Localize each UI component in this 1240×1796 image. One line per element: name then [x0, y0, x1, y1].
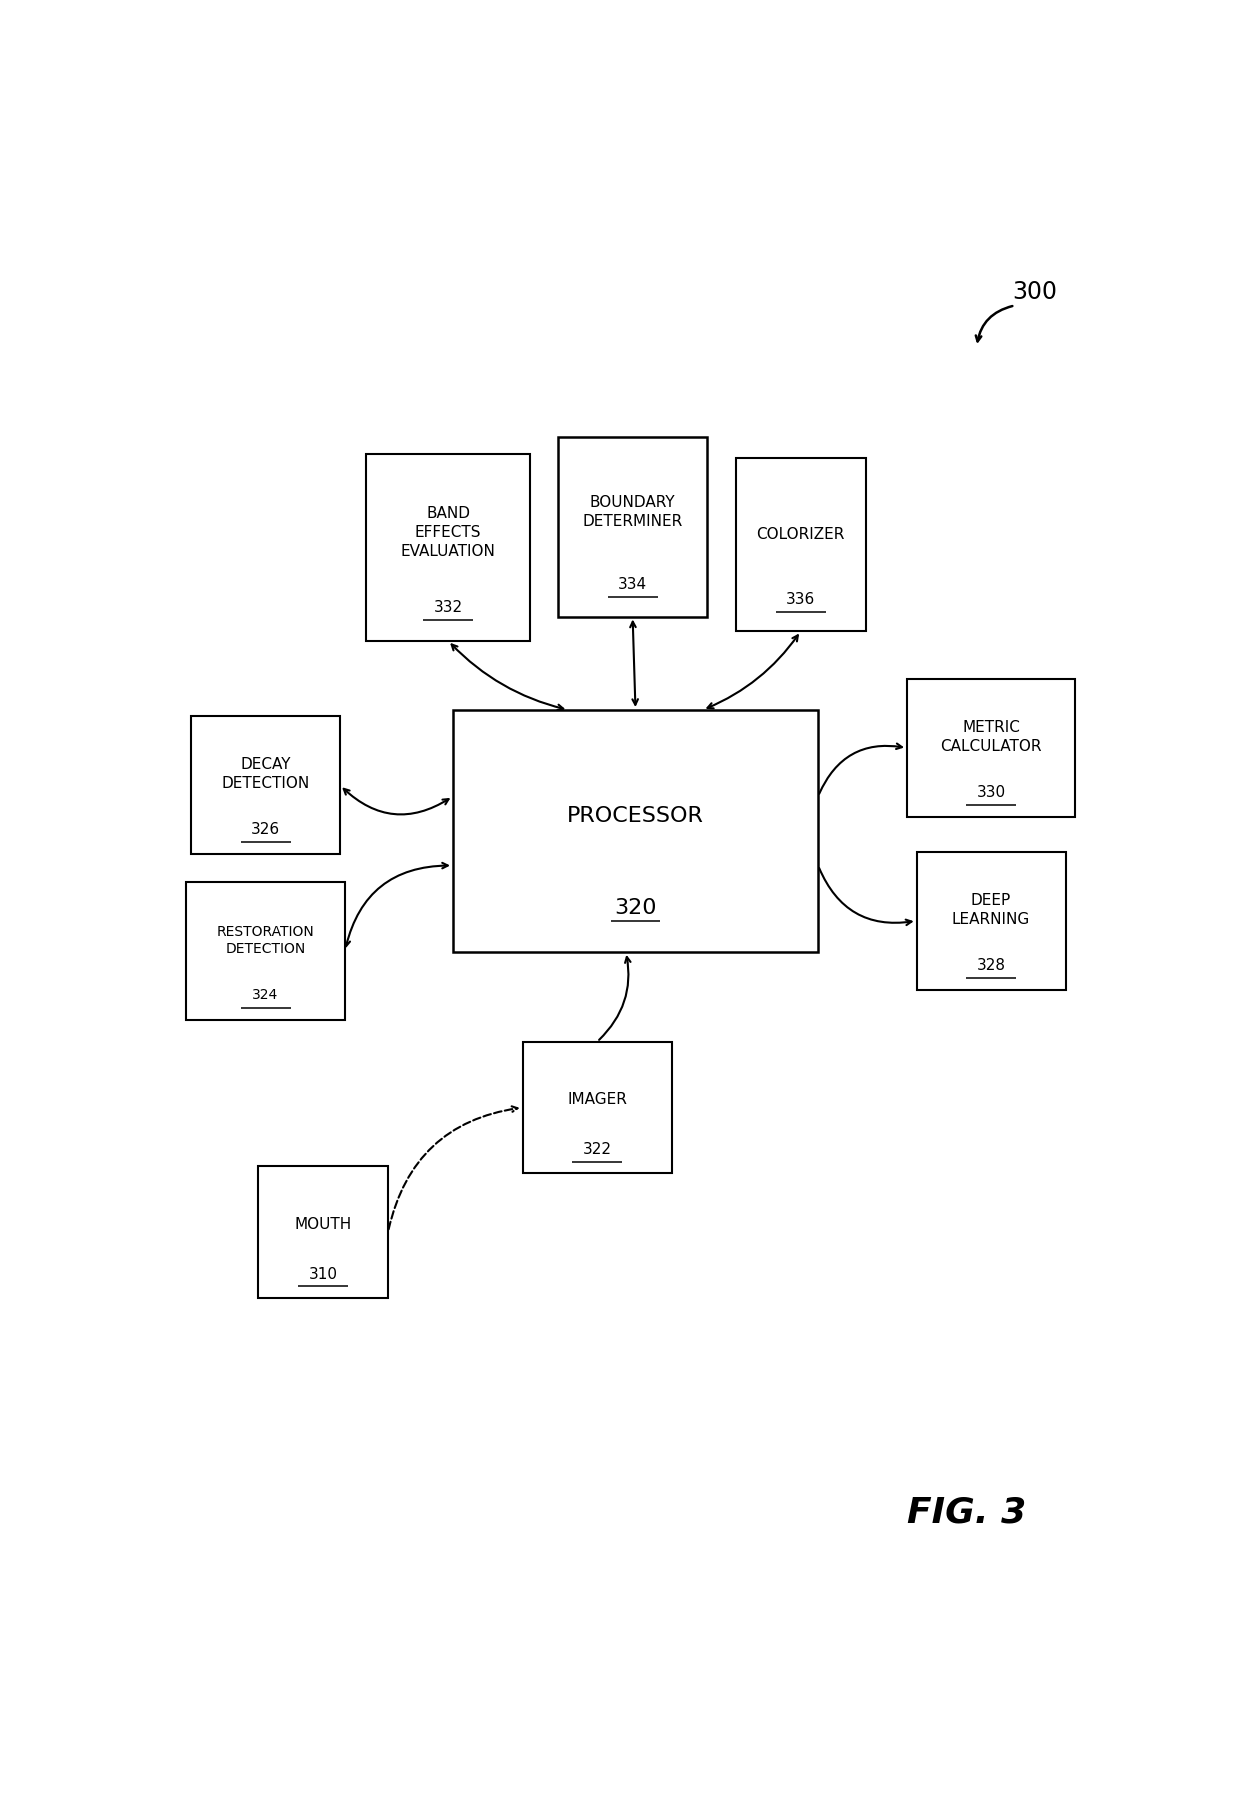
- Text: METRIC
CALCULATOR: METRIC CALCULATOR: [940, 720, 1042, 754]
- Text: 310: 310: [309, 1266, 337, 1282]
- Text: BAND
EFFECTS
EVALUATION: BAND EFFECTS EVALUATION: [401, 506, 496, 559]
- FancyBboxPatch shape: [367, 454, 529, 641]
- FancyBboxPatch shape: [191, 717, 340, 855]
- Text: 328: 328: [977, 957, 1006, 973]
- FancyBboxPatch shape: [906, 679, 1075, 817]
- Text: 300: 300: [1012, 280, 1056, 304]
- FancyBboxPatch shape: [258, 1166, 388, 1299]
- Text: COLORIZER: COLORIZER: [756, 526, 844, 542]
- Text: FIG. 3: FIG. 3: [908, 1496, 1027, 1530]
- FancyBboxPatch shape: [558, 436, 707, 616]
- Text: 336: 336: [786, 593, 816, 607]
- Text: DECAY
DETECTION: DECAY DETECTION: [222, 758, 310, 790]
- FancyBboxPatch shape: [522, 1042, 672, 1173]
- Text: 326: 326: [250, 823, 280, 837]
- Text: 330: 330: [977, 785, 1006, 799]
- Text: 332: 332: [434, 600, 463, 614]
- Text: RESTORATION
DETECTION: RESTORATION DETECTION: [217, 925, 315, 955]
- Text: 324: 324: [253, 988, 279, 1002]
- Text: 320: 320: [614, 898, 657, 918]
- Text: 322: 322: [583, 1142, 611, 1157]
- Text: MOUTH: MOUTH: [295, 1216, 352, 1232]
- FancyBboxPatch shape: [186, 882, 345, 1020]
- FancyBboxPatch shape: [916, 851, 1065, 990]
- Text: BOUNDARY
DETERMINER: BOUNDARY DETERMINER: [583, 496, 683, 530]
- Text: PROCESSOR: PROCESSOR: [567, 806, 704, 826]
- Text: DEEP
LEARNING: DEEP LEARNING: [952, 893, 1030, 927]
- FancyBboxPatch shape: [453, 709, 818, 952]
- FancyBboxPatch shape: [735, 458, 866, 630]
- Text: IMAGER: IMAGER: [567, 1092, 627, 1106]
- Text: 334: 334: [618, 577, 647, 591]
